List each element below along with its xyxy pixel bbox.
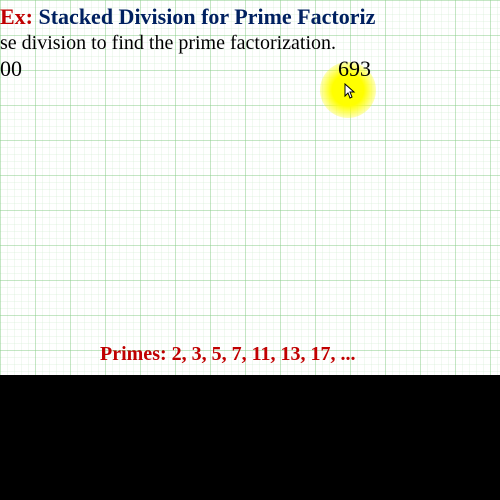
number-right: 693 — [338, 56, 371, 82]
primes-list: Primes: 2, 3, 5, 7, 11, 13, 17, ... — [100, 343, 356, 366]
number-left: 00 — [0, 56, 22, 82]
title-prefix: Ex: — [0, 4, 33, 29]
video-letterbox-bar — [0, 375, 500, 500]
title-line: Ex: Stacked Division for Prime Factoriz — [0, 4, 500, 30]
graph-paper-grid — [0, 0, 500, 375]
content-area: Ex: Stacked Division for Prime Factoriz … — [0, 0, 500, 375]
cursor-arrow-icon — [344, 83, 358, 101]
title-main: Stacked Division for Prime Factoriz — [33, 4, 375, 29]
subtitle: se division to find the prime factorizat… — [0, 32, 336, 55]
